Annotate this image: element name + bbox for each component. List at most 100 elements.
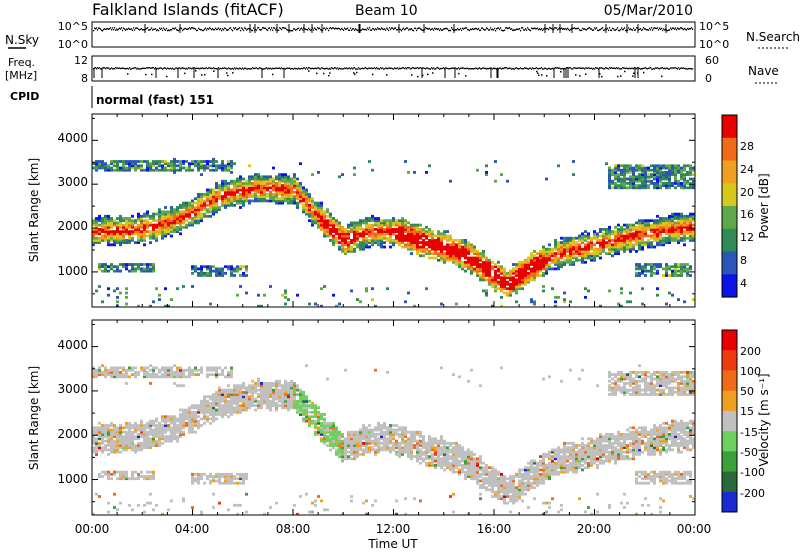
heatmap-cell — [230, 269, 233, 273]
nsky-point — [228, 28, 230, 31]
freq-point — [440, 67, 442, 70]
heatmap-cell — [653, 166, 656, 170]
heatmap-cell — [185, 206, 188, 209]
heatmap-cell — [116, 371, 119, 374]
heatmap-cell — [485, 256, 488, 260]
heatmap-cell — [137, 217, 140, 220]
heatmap-cell — [404, 239, 407, 242]
nsky-tick-top: 10^5 — [58, 20, 88, 33]
heatmap-cell — [98, 430, 101, 434]
heatmap-cell — [218, 164, 221, 168]
nsky-point — [95, 28, 97, 30]
heatmap-cell — [440, 258, 443, 262]
heatmap-cell — [620, 234, 623, 238]
heatmap-cell — [230, 201, 233, 205]
heatmap-cell — [149, 433, 152, 436]
nsky-point — [545, 28, 547, 30]
heatmap-cell — [164, 225, 167, 229]
heatmap-cell — [641, 171, 644, 174]
heatmap-cell — [134, 168, 137, 172]
heatmap-cell — [359, 247, 362, 251]
nsky-point — [326, 27, 328, 29]
nsky-point — [419, 27, 421, 29]
heatmap-cell — [524, 260, 527, 264]
heatmap-cell — [485, 258, 488, 262]
heatmap-cell — [674, 212, 677, 216]
heatmap-cell — [230, 195, 233, 198]
heatmap-cell — [128, 160, 131, 163]
heatmap-cell — [476, 267, 479, 271]
heatmap-cell — [683, 217, 686, 220]
heatmap-cell — [671, 184, 674, 187]
heatmap-cell — [398, 232, 401, 236]
heatmap-cell — [134, 225, 137, 229]
freq-point — [650, 67, 652, 69]
heatmap-cell — [365, 225, 368, 229]
heatmap-cell — [116, 241, 119, 244]
heatmap-cell — [518, 271, 521, 275]
heatmap-cell — [395, 223, 398, 227]
heatmap-cell — [281, 184, 284, 187]
heatmap-cell — [212, 188, 215, 192]
heatmap-cell — [383, 221, 386, 225]
nsky-point — [165, 29, 167, 31]
freq-point — [95, 67, 97, 69]
heatmap-cell — [638, 236, 641, 240]
heatmap-cell — [143, 243, 146, 247]
heatmap-cell — [308, 210, 311, 214]
heatmap-cell — [671, 236, 674, 240]
heatmap-cell — [284, 175, 287, 179]
heatmap-cell — [92, 232, 95, 236]
heatmap-cell — [623, 234, 626, 238]
heatmap-cell — [119, 217, 122, 220]
freq-point — [455, 67, 457, 69]
heatmap-cell — [644, 184, 647, 187]
heatmap-cell — [473, 263, 476, 266]
nave-point — [272, 73, 274, 76]
heatmap-cell — [116, 287, 119, 291]
freq-point — [330, 68, 332, 70]
heatmap-cell — [173, 166, 176, 170]
heatmap-cell — [602, 236, 605, 240]
cpid-mode: normal (fast) 151 — [96, 93, 214, 107]
freq-point — [400, 68, 402, 70]
heatmap-cell — [602, 243, 605, 247]
freq-point — [251, 68, 253, 70]
heatmap-cell — [458, 258, 461, 262]
heatmap-cell — [317, 210, 320, 214]
heatmap-cell — [452, 245, 455, 249]
heatmap-cell — [158, 228, 161, 231]
heatmap-cell — [323, 212, 326, 216]
heatmap-cell — [653, 239, 656, 242]
heatmap-cell — [296, 206, 299, 209]
nsky-point — [429, 27, 431, 30]
heatmap-cell — [197, 197, 200, 201]
freq-point — [516, 67, 518, 69]
heatmap-cell — [239, 206, 242, 209]
heatmap-cell — [155, 375, 158, 379]
heatmap-cell — [182, 285, 185, 288]
heatmap-cell — [257, 197, 260, 201]
heatmap-cell — [212, 190, 215, 194]
heatmap-cell — [632, 234, 635, 238]
nsky-point — [594, 27, 596, 29]
heatmap-cell — [656, 223, 659, 227]
freq-point — [372, 67, 374, 70]
heatmap-cell — [227, 199, 230, 203]
heatmap-cell — [632, 223, 635, 227]
heatmap-cell — [305, 199, 308, 203]
heatmap-cell — [107, 435, 110, 438]
nsky-point — [498, 27, 500, 29]
heatmap-cell — [224, 193, 227, 196]
heatmap-cell — [125, 230, 128, 233]
freq-point — [124, 67, 126, 70]
heatmap-cell — [230, 197, 233, 201]
heatmap-cell — [557, 260, 560, 264]
nsky-point — [243, 29, 245, 32]
freq-point — [631, 67, 633, 70]
heatmap-cell — [227, 203, 230, 207]
heatmap-cell — [209, 160, 212, 163]
nsky-point — [547, 27, 549, 30]
heatmap-cell — [653, 184, 656, 187]
heatmap-cell — [104, 217, 107, 220]
